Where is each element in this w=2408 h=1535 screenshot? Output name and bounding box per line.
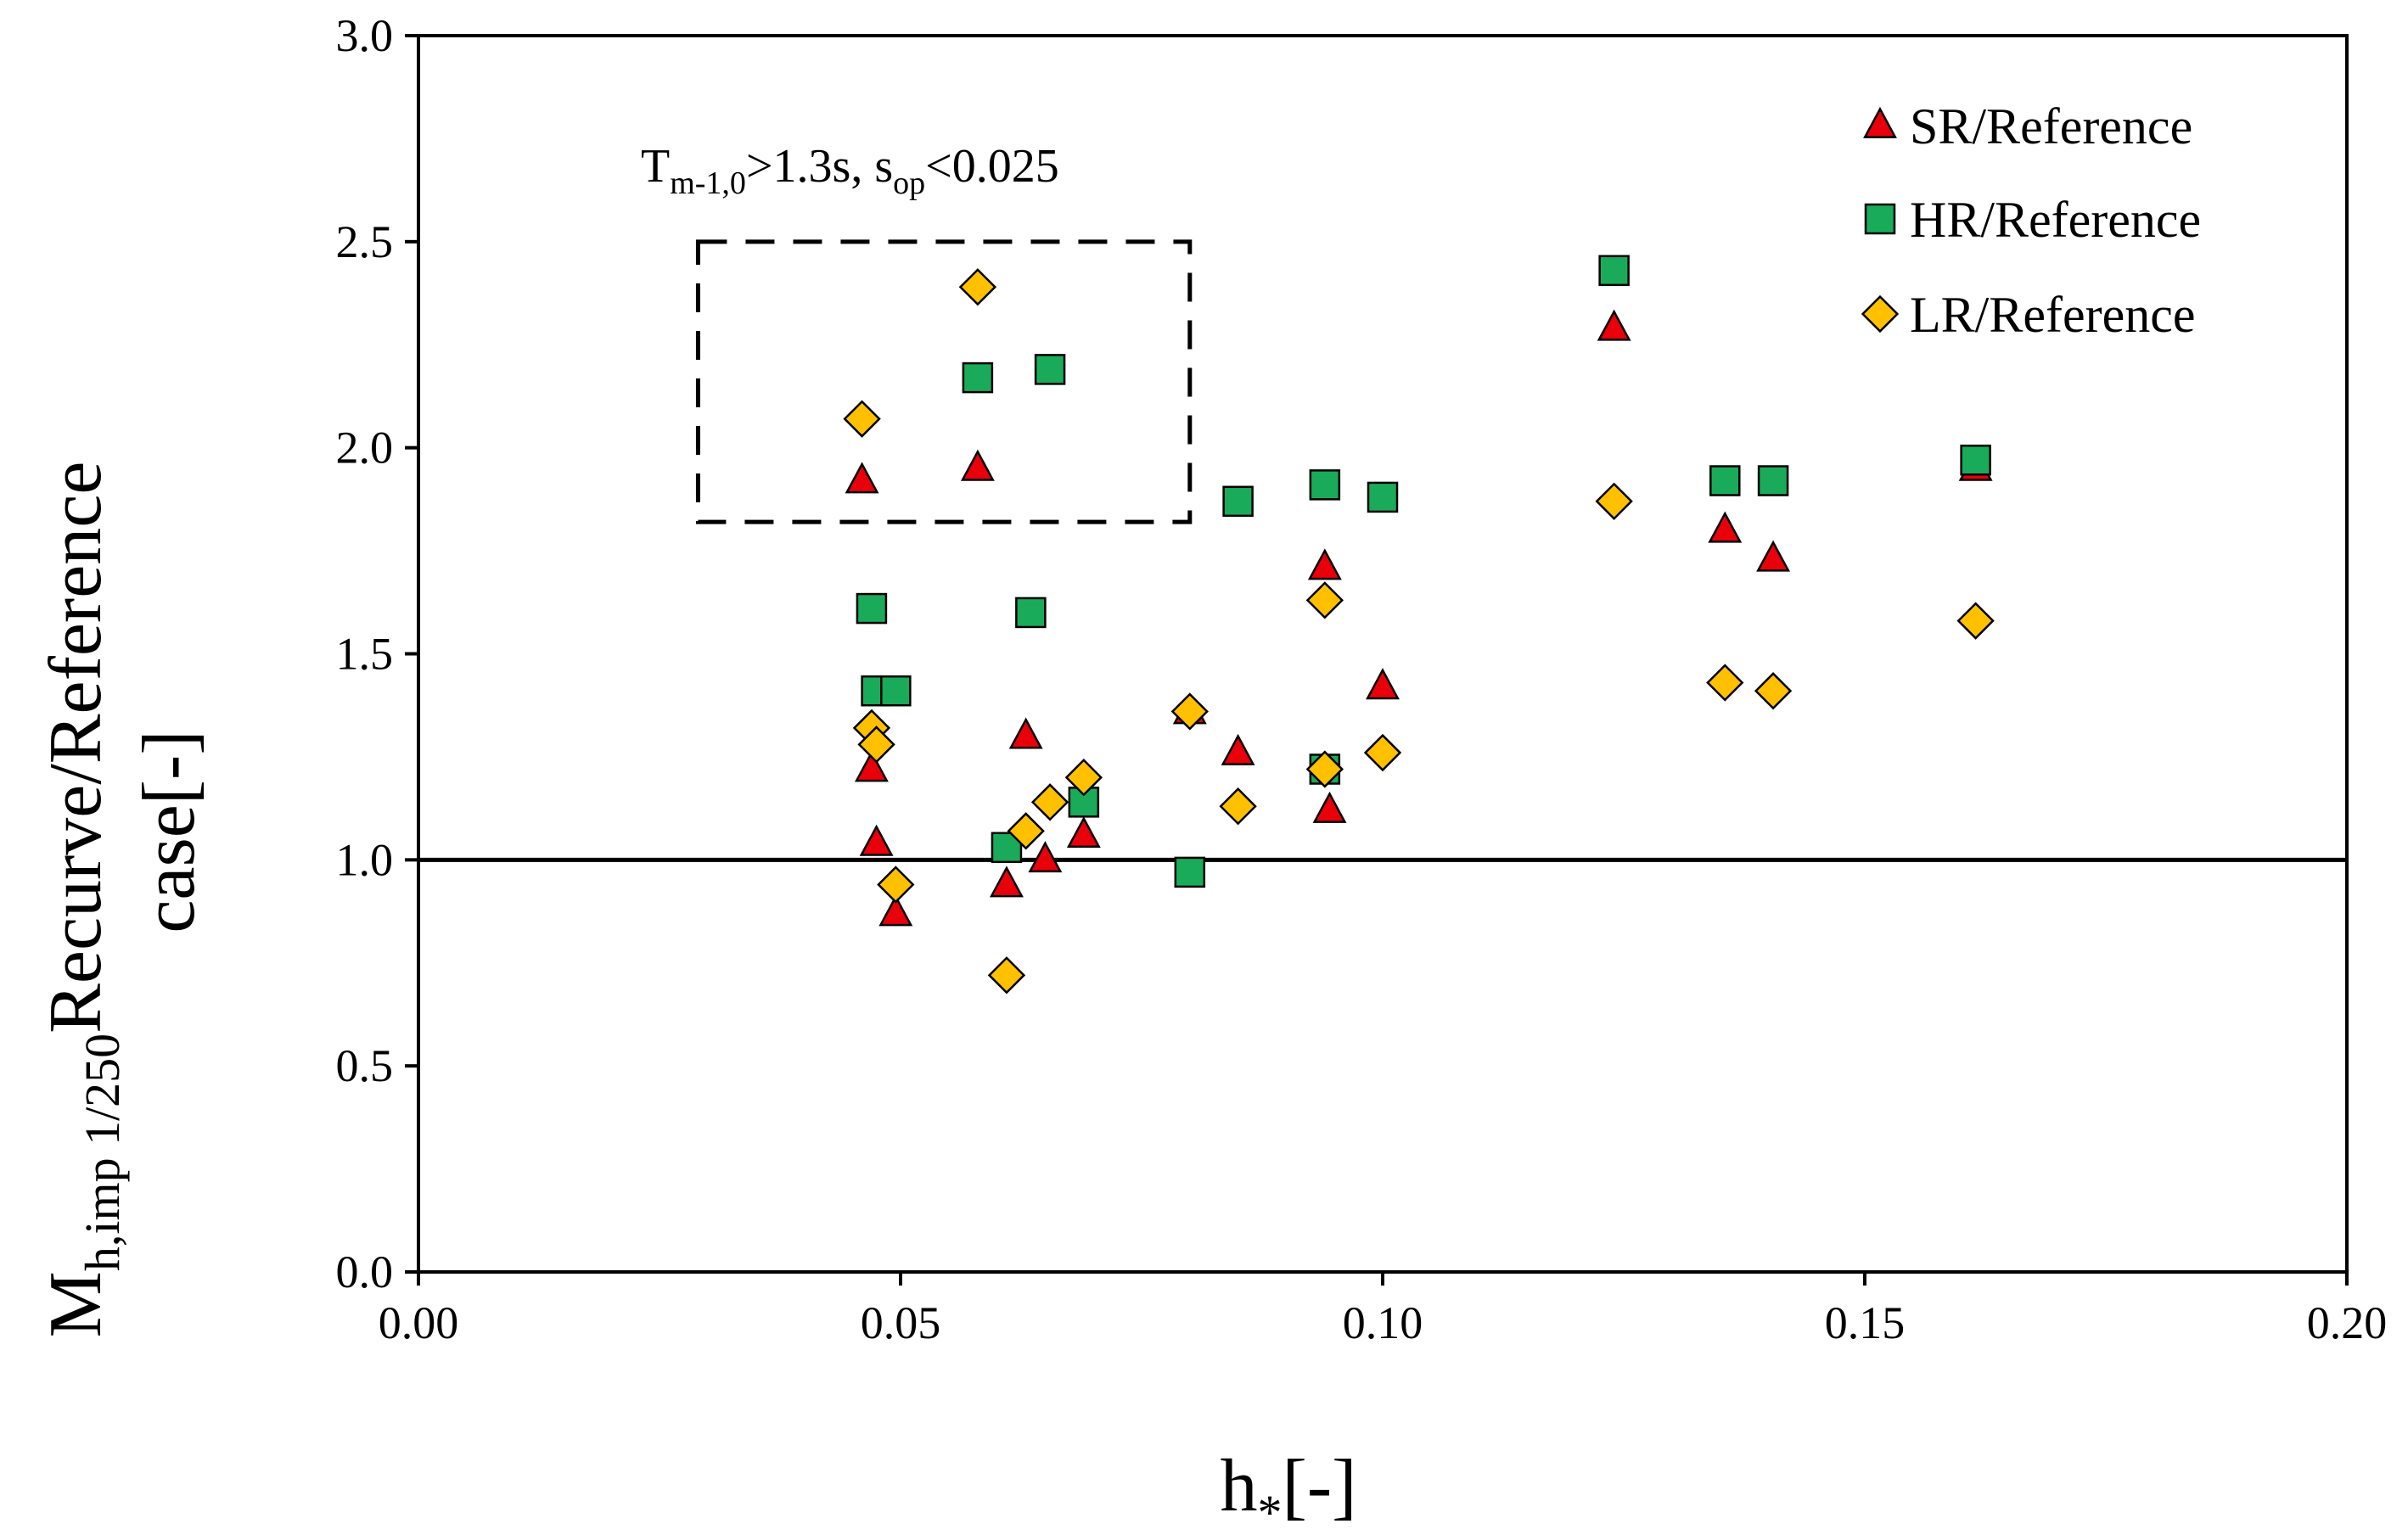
hr-point xyxy=(1015,597,1047,629)
lr-point xyxy=(1754,672,1793,710)
hr-point xyxy=(880,675,912,707)
annotation-subscript: m-1,0 xyxy=(670,165,746,201)
legend-marker-sr xyxy=(1863,106,1897,138)
axis-ticks xyxy=(405,34,2349,1286)
lr-point xyxy=(1170,692,1209,731)
highlight-box xyxy=(695,239,1193,524)
y-tick-label: 2.0 xyxy=(336,423,394,473)
annotation-text: >1.3s, s xyxy=(746,140,893,193)
hr-point xyxy=(1034,354,1066,385)
annotation-label: Tm-1,0>1.3s, sop<0.025 xyxy=(641,140,1059,201)
sr-point xyxy=(990,866,1024,898)
sr-point xyxy=(845,462,879,494)
x-tick-label: 0.00 xyxy=(379,1297,459,1348)
x-tick-label: 0.15 xyxy=(1825,1297,1906,1348)
legend: SR/Reference HR/Reference LR/Reference xyxy=(1861,98,2201,343)
x-tick-label: 0.10 xyxy=(1343,1297,1423,1348)
lr-point xyxy=(1064,759,1103,797)
legend-label-hr: HR/Reference xyxy=(1910,192,2201,248)
hr-point xyxy=(1757,465,1789,496)
sr-point xyxy=(1307,548,1342,580)
x-axis-title: h*[-] xyxy=(1221,1445,1357,1535)
lr-point xyxy=(1706,664,1744,702)
sr-point xyxy=(1066,816,1101,849)
legend-marker-lr xyxy=(1861,294,1900,333)
annotation-subscript: op xyxy=(893,165,925,201)
y-axis-title-sub: h,imp 1/250 xyxy=(75,1034,130,1271)
sr-point xyxy=(1028,841,1063,873)
data-points xyxy=(843,255,1995,994)
lr-point xyxy=(1956,602,1995,640)
x-tick-label: 0.20 xyxy=(2307,1297,2388,1348)
sr-point xyxy=(960,449,995,481)
lr-point xyxy=(1363,733,1402,772)
legend-label-lr: LR/Reference xyxy=(1910,287,2195,343)
legend-marker-hr xyxy=(1864,203,1896,235)
hr-point xyxy=(962,361,994,394)
y-tick-label: 1.0 xyxy=(336,834,394,885)
sr-point xyxy=(1756,540,1791,572)
lr-point xyxy=(1007,812,1045,850)
y-tick-label: 3.0 xyxy=(336,10,394,61)
y-axis-title: Mh,imp 1/250Recurve/Reference case[-] xyxy=(35,462,210,1338)
x-axis-title-tail: [-] xyxy=(1283,1445,1357,1527)
y-axis-title-tail: Recurve/Reference xyxy=(35,462,117,1034)
lr-point xyxy=(1595,482,1633,520)
sr-point xyxy=(859,824,894,856)
lr-point xyxy=(987,956,1026,994)
y-tick-label: 0.5 xyxy=(336,1040,394,1091)
lr-point xyxy=(1030,783,1069,821)
hr-point xyxy=(1309,469,1341,501)
y-tick-label: 0.0 xyxy=(336,1246,394,1297)
y-axis-title-line1: Mh,imp 1/250Recurve/Reference xyxy=(35,462,130,1338)
lr-point xyxy=(958,268,997,306)
sr-point xyxy=(878,894,913,927)
sr-point xyxy=(1008,717,1043,749)
tick-labels: 0.00 0.05 0.10 0.15 0.20 0.0 0.5 1.0 1.5 2.0 2.5 3.… xyxy=(336,10,2388,1348)
hr-point xyxy=(1709,465,1741,496)
x-tick-label: 0.05 xyxy=(861,1297,941,1348)
hr-point xyxy=(1174,856,1206,888)
annotation-text: T xyxy=(641,140,670,193)
hr-point xyxy=(1960,444,1991,476)
y-tick-label: 1.5 xyxy=(336,629,394,680)
lr-point xyxy=(1305,581,1344,619)
sr-point xyxy=(854,750,889,782)
y-axis-title-line2: case[-] xyxy=(128,730,210,933)
x-axis-title-main: h xyxy=(1221,1445,1258,1527)
sr-point xyxy=(1366,668,1400,700)
y-axis-title-main: M xyxy=(35,1271,117,1337)
highlight-box-group xyxy=(695,239,1193,524)
legend-label-sr: SR/Reference xyxy=(1910,98,2192,154)
y-tick-label: 2.5 xyxy=(336,216,394,267)
lr-point xyxy=(1219,787,1257,826)
sr-point xyxy=(1221,733,1255,765)
hr-point xyxy=(1367,481,1399,513)
hr-point xyxy=(1222,485,1254,518)
plot-area-frame xyxy=(417,34,2349,1274)
lr-point xyxy=(857,725,895,764)
sr-point xyxy=(1708,511,1743,543)
sr-point xyxy=(1597,309,1631,341)
x-axis-title-sub: * xyxy=(1258,1485,1283,1535)
hr-point xyxy=(856,592,888,625)
lr-point xyxy=(843,400,881,438)
lr-point xyxy=(877,866,915,904)
hr-point xyxy=(1598,255,1630,287)
lr-point xyxy=(1305,750,1344,788)
sr-point xyxy=(1312,791,1347,823)
annotation-text: <0.025 xyxy=(925,140,1059,193)
